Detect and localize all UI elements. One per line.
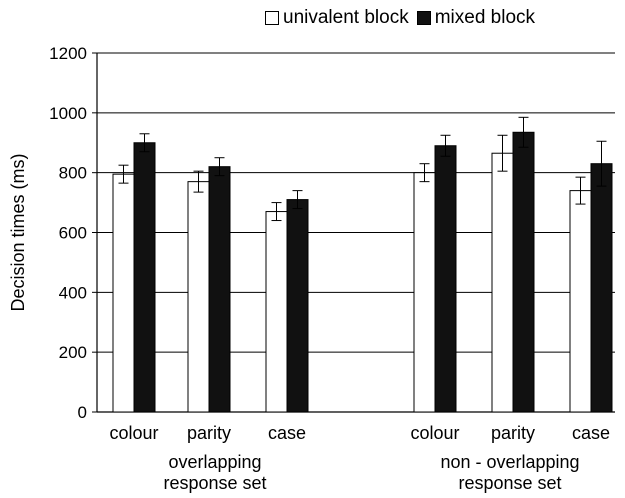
ytick-label-200: 200 bbox=[59, 343, 87, 362]
group-label-overlapping: overlapping response set bbox=[110, 452, 320, 494]
category-label-2: case bbox=[268, 423, 306, 443]
bar-mixed-5 bbox=[590, 163, 613, 413]
bar-mixed-3 bbox=[434, 145, 457, 413]
bar-univalent-4 bbox=[491, 152, 514, 413]
ytick-label-1200: 1200 bbox=[49, 44, 87, 63]
group-label-overlapping-line1: overlapping bbox=[168, 452, 262, 472]
category-label-3: colour bbox=[410, 423, 459, 443]
bar-mixed-2 bbox=[286, 199, 309, 413]
bar-mixed-0 bbox=[133, 142, 156, 413]
bar-univalent-1 bbox=[187, 181, 210, 413]
group-label-overlapping-line2: response set bbox=[163, 473, 267, 493]
legend-swatch-mixed bbox=[416, 11, 431, 25]
legend-swatch-univalent bbox=[265, 11, 279, 25]
category-label-0: colour bbox=[109, 423, 158, 443]
category-label-4: parity bbox=[491, 423, 535, 443]
ytick-label-400: 400 bbox=[59, 283, 87, 302]
ytick-label-800: 800 bbox=[59, 164, 87, 183]
legend-item-univalent: univalent block bbox=[265, 7, 409, 29]
category-label-1: parity bbox=[187, 423, 231, 443]
bar-mixed-1 bbox=[208, 166, 231, 413]
legend-item-mixed: mixed block bbox=[416, 7, 536, 29]
legend-label-univalent: univalent block bbox=[283, 7, 409, 28]
bar-univalent-3 bbox=[413, 172, 436, 413]
legend: univalent block mixed block bbox=[265, 7, 543, 29]
category-label-5: case bbox=[572, 423, 610, 443]
ytick-label-600: 600 bbox=[59, 224, 87, 243]
y-axis-label: Decision times (ms) bbox=[8, 153, 28, 311]
bar-univalent-5 bbox=[569, 190, 592, 413]
group-label-non-overlapping-line1: non - overlapping bbox=[440, 452, 580, 472]
bar-univalent-2 bbox=[265, 211, 288, 413]
bar-mixed-4 bbox=[512, 131, 535, 413]
group-label-non-overlapping: non - overlapping response set bbox=[405, 452, 615, 494]
ytick-label-1000: 1000 bbox=[49, 104, 87, 123]
ytick-label-0: 0 bbox=[78, 403, 87, 422]
group-label-non-overlapping-line2: response set bbox=[458, 473, 562, 493]
bar-univalent-0 bbox=[112, 173, 135, 413]
legend-label-mixed: mixed block bbox=[434, 7, 536, 28]
